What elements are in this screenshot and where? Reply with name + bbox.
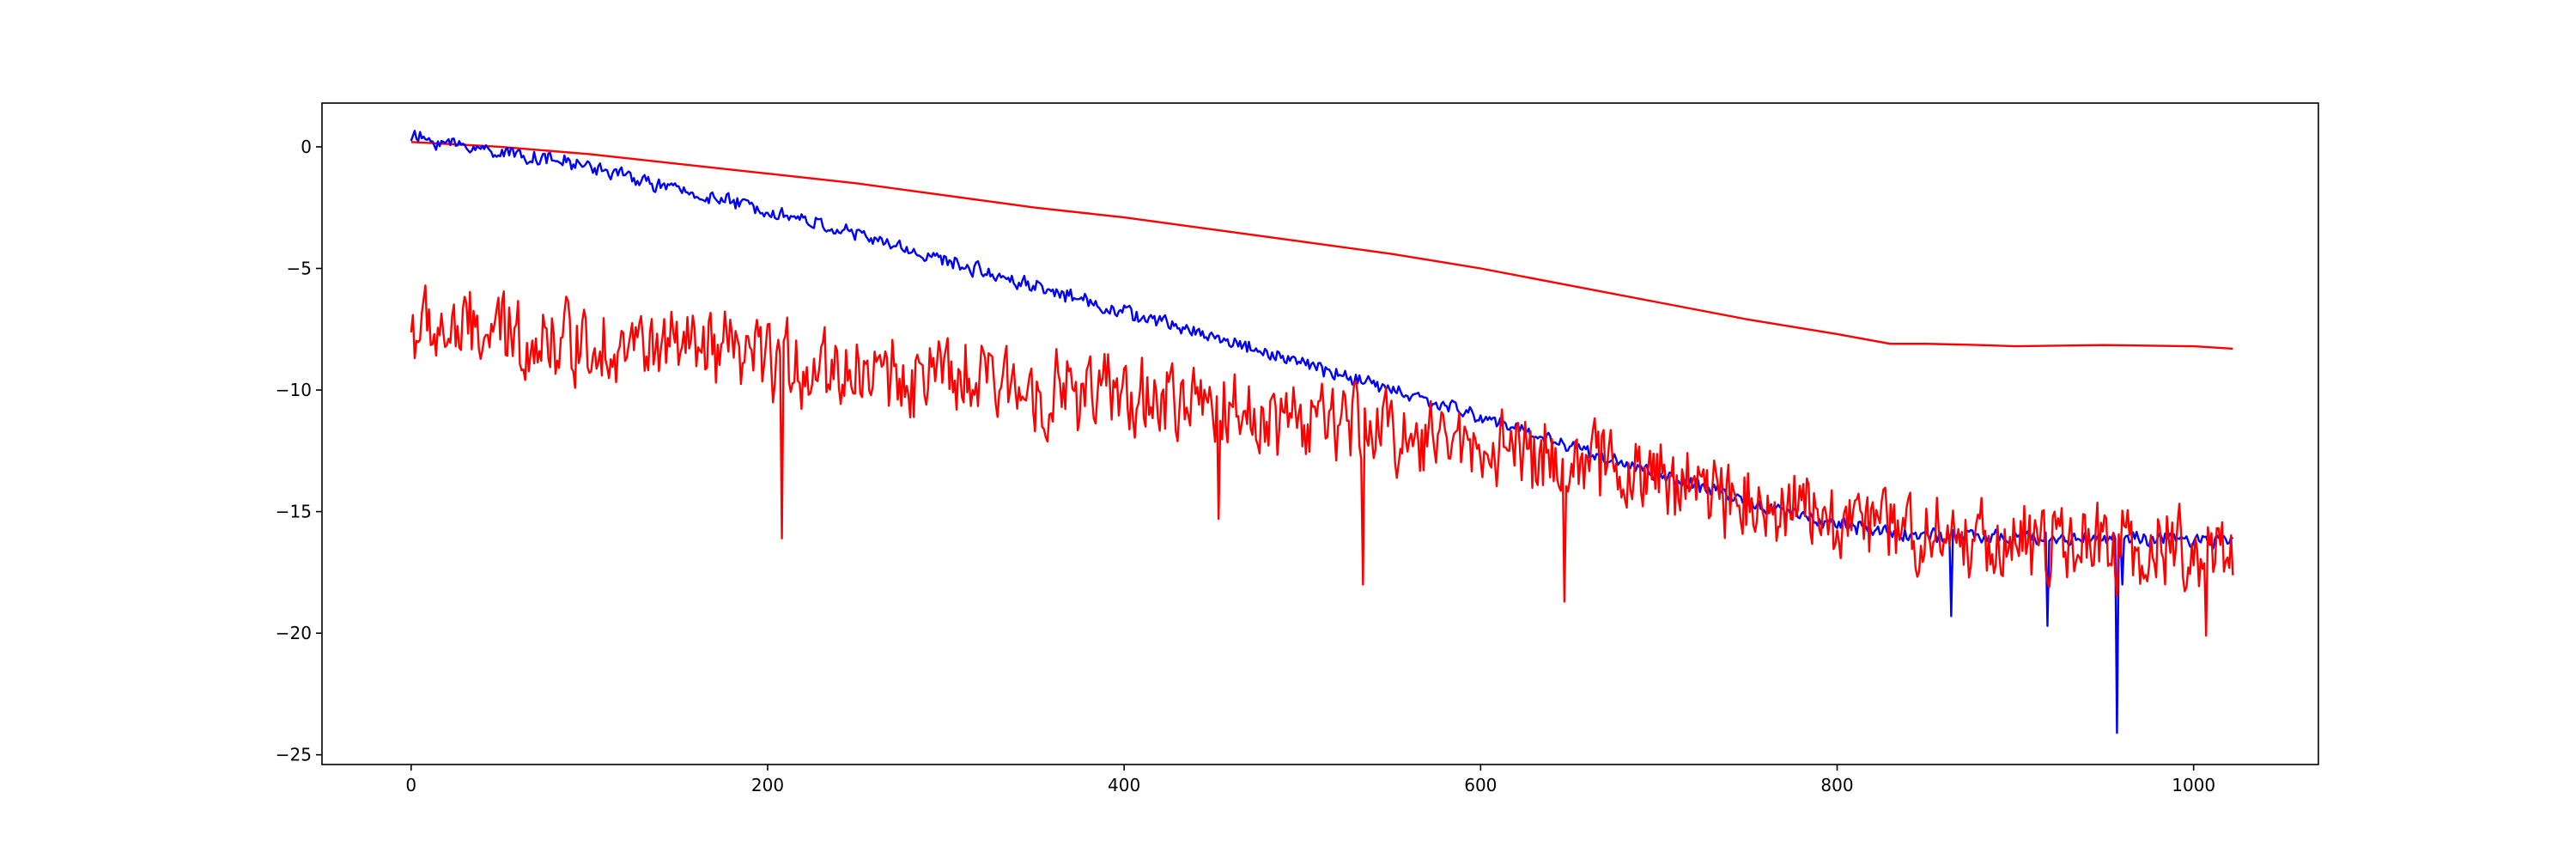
x-axis: 0 200 400 600 800 1000 [405, 765, 2215, 795]
x-tick-label: 600 [1464, 775, 1497, 795]
y-tick-label: −15 [276, 502, 312, 522]
y-tick-label: −10 [276, 380, 312, 400]
x-tick-label: 1000 [2172, 775, 2215, 795]
y-tick-label: −5 [287, 259, 312, 279]
plot-area [322, 103, 2318, 765]
x-tick-label: 400 [1108, 775, 1140, 795]
x-tick-label: 200 [751, 775, 784, 795]
y-axis: 0 −5 −10 −15 −20 −25 [276, 137, 322, 765]
y-tick-label: −25 [276, 745, 312, 765]
x-tick-label: 800 [1820, 775, 1853, 795]
series-line-1 [410, 141, 2233, 350]
series-line-3 [410, 284, 2234, 637]
axes-frame [321, 102, 2319, 765]
y-tick-label: 0 [301, 137, 312, 157]
y-tick-label: −20 [276, 623, 312, 643]
series-layer [410, 130, 2234, 734]
x-tick-label: 0 [405, 775, 416, 795]
